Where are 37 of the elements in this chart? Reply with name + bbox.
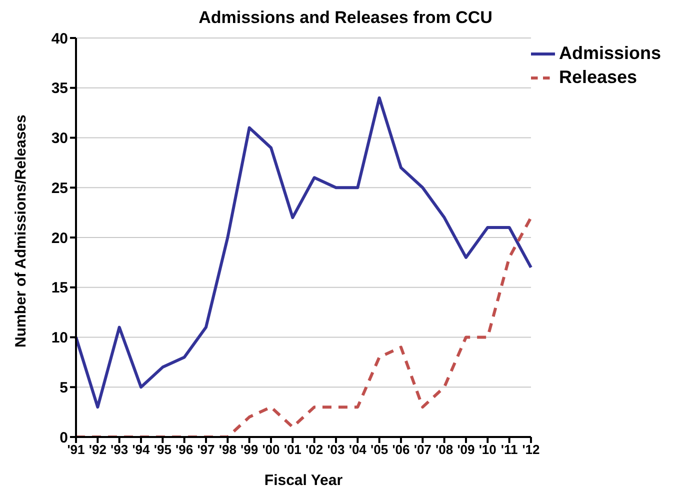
- x-tick-label: '93: [110, 442, 128, 458]
- x-tick-label: '91: [67, 442, 85, 458]
- x-tick-label: '02: [306, 442, 324, 458]
- x-tick-label: '01: [284, 442, 302, 458]
- y-tick-label: 30: [51, 130, 68, 148]
- legend-label: Releases: [558, 66, 638, 87]
- x-tick-label: '08: [436, 442, 454, 458]
- x-tick-label: '97: [197, 442, 215, 458]
- x-tick-label: '96: [176, 442, 194, 458]
- x-tick-label: '92: [88, 442, 106, 458]
- x-tick-label: '94: [132, 442, 151, 458]
- y-tick-label: 40: [51, 30, 68, 48]
- y-tick-label: 0: [60, 429, 68, 446]
- x-tick-label: '07: [414, 442, 432, 458]
- x-tick-label: '04: [348, 442, 368, 458]
- x-tick-label: '98: [218, 442, 236, 458]
- y-tick-label: 25: [51, 180, 68, 197]
- x-tick-label: '99: [240, 442, 258, 458]
- x-tick-label: '10: [478, 442, 496, 458]
- y-tick-label: 35: [51, 80, 68, 98]
- x-tick-label: '03: [327, 442, 345, 458]
- legend-label: Admissions: [558, 42, 661, 63]
- y-axis-title: Number of Admissions/Releases: [12, 114, 30, 348]
- x-tick-label: '06: [392, 442, 410, 458]
- x-tick-label: '12: [522, 442, 540, 458]
- y-tick-label: 10: [51, 330, 68, 347]
- x-tick-label: '05: [370, 442, 388, 458]
- y-tick-label: 5: [60, 379, 68, 396]
- x-axis-title: Fiscal Year: [264, 472, 343, 489]
- y-tick-label: 20: [51, 230, 68, 247]
- x-tick-label: '11: [500, 442, 518, 458]
- line-series: [74, 96, 532, 409]
- chart-title: Admissions and Releases from CCU: [198, 8, 494, 29]
- x-tick-label: '09: [457, 442, 475, 458]
- x-tick-label: '95: [154, 442, 172, 458]
- x-tick-label: '00: [262, 442, 280, 458]
- y-tick-label: 15: [51, 280, 68, 297]
